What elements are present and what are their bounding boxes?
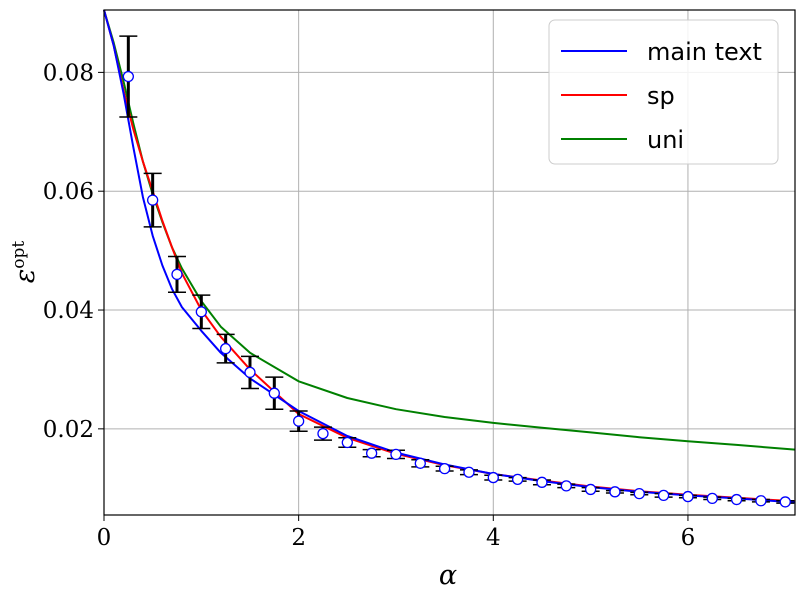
data-point	[292, 415, 305, 427]
data-point	[536, 476, 548, 488]
data-point	[755, 495, 767, 507]
data-point	[584, 483, 597, 496]
data-point	[317, 427, 329, 440]
y-tick-label: 0.06	[43, 179, 94, 205]
tick-labels: 0 2 4 6 0.02 0.04 0.06 0.08	[43, 60, 695, 551]
data-points	[122, 70, 791, 508]
y-tick-label: 0.08	[43, 60, 94, 86]
x-tick-label: 2	[291, 525, 306, 551]
y-axis-label: εopt	[9, 241, 41, 284]
data-point	[195, 306, 207, 318]
y-tick-label: 0.04	[43, 298, 94, 324]
y-tick-label: 0.02	[43, 417, 94, 443]
x-axis-label: α	[439, 560, 457, 591]
data-point	[365, 447, 378, 459]
legend-label-uni: uni	[647, 126, 684, 154]
data-point	[390, 448, 402, 461]
data-point	[706, 492, 718, 505]
y-axis-label-main: ε	[10, 269, 41, 284]
data-point	[609, 486, 621, 498]
data-point	[560, 480, 572, 492]
x-tick-label: 4	[486, 525, 501, 551]
data-point	[414, 457, 426, 469]
x-tick-label: 6	[681, 525, 696, 551]
data-point	[147, 194, 159, 206]
data-point	[487, 471, 499, 484]
legend-label-main-text: main text	[647, 38, 762, 66]
data-point	[268, 387, 280, 399]
data-point	[779, 496, 791, 508]
data-point	[341, 436, 353, 449]
data-point	[657, 489, 670, 502]
data-point	[730, 493, 743, 506]
y-axis-label-superscript: opt	[9, 241, 29, 269]
y-axis-label-group: εopt	[9, 241, 41, 284]
data-point	[682, 490, 694, 503]
x-tick-label: 0	[97, 525, 112, 551]
legend-label-sp: sp	[647, 82, 675, 110]
legend: main text sp uni	[548, 19, 779, 165]
data-point	[220, 342, 232, 355]
axis-ticks	[98, 71, 689, 521]
data-point	[171, 268, 183, 281]
data-point	[633, 487, 645, 500]
legend-frame	[548, 19, 779, 165]
data-point	[122, 70, 134, 83]
data-point	[244, 366, 256, 379]
data-point	[511, 473, 524, 486]
data-point	[438, 463, 451, 475]
data-point	[463, 466, 475, 478]
plot-frame	[103, 9, 796, 516]
